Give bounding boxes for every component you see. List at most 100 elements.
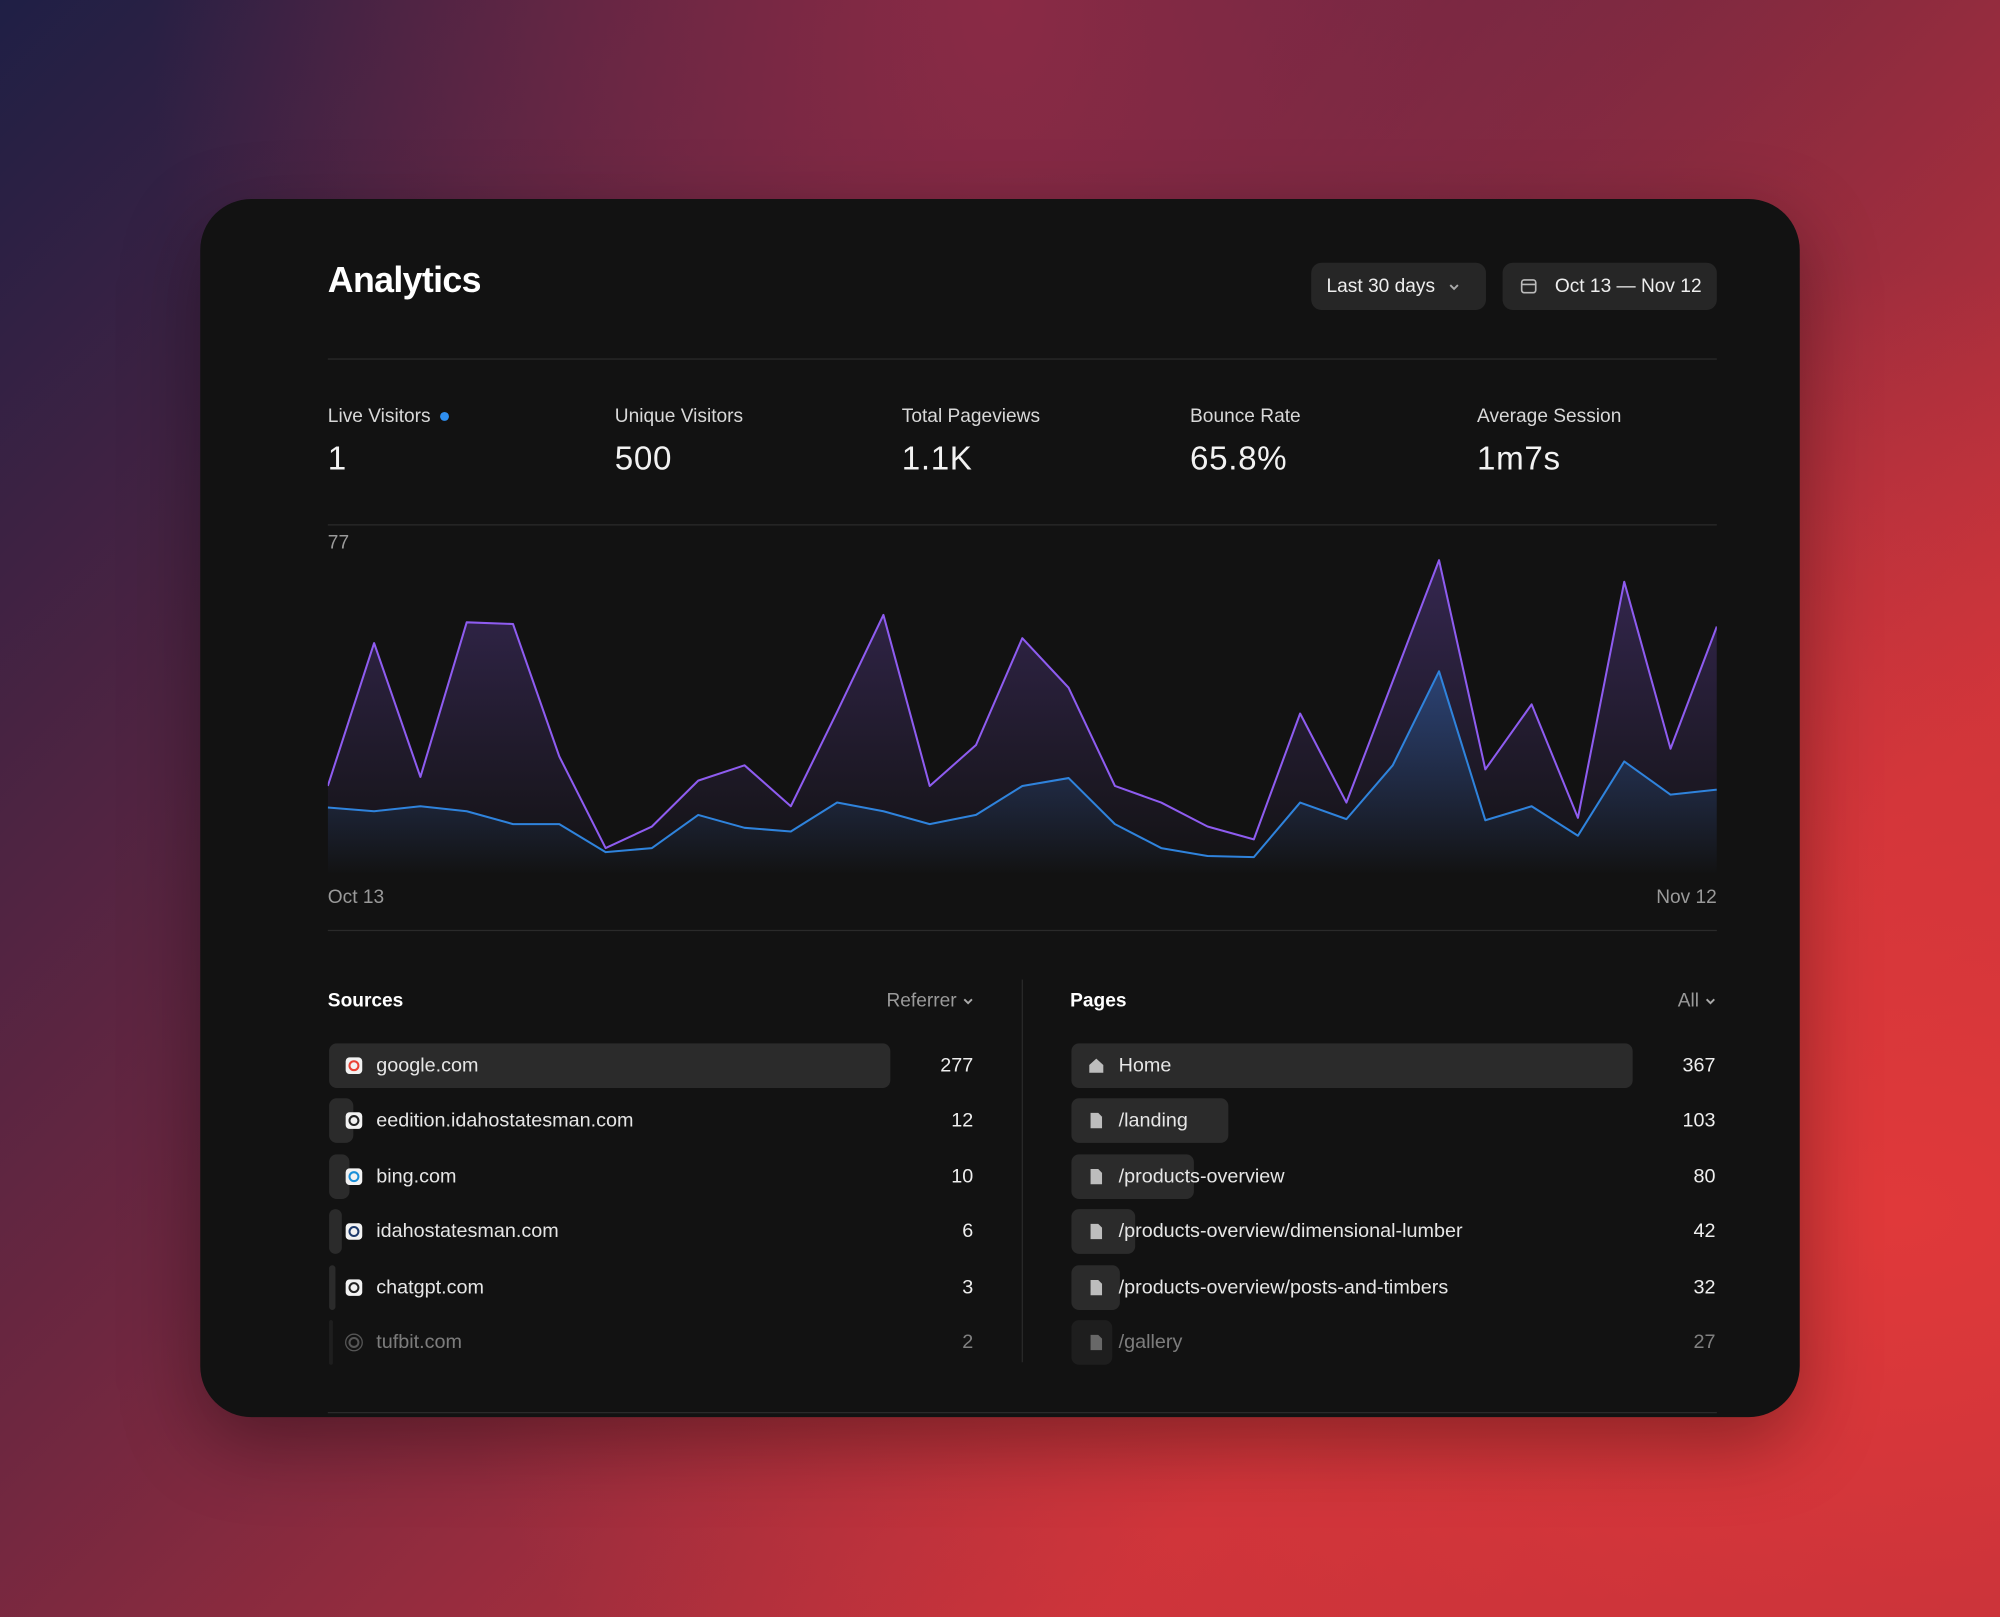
list-row[interactable]: tufbit.com 2 — [328, 1320, 973, 1375]
row-count: 42 — [1693, 1220, 1716, 1243]
range-select[interactable]: Last 30 days — [1311, 262, 1486, 310]
row-count: 32 — [1693, 1276, 1716, 1298]
list-row[interactable]: Home 367 — [1070, 1043, 1716, 1098]
row-icon — [1090, 1113, 1103, 1129]
divider — [327, 1411, 1717, 1414]
stat-label-text: Live Visitors — [327, 405, 431, 428]
chevron — [1705, 998, 1715, 1004]
pages-list: Home 367/landing 103/products-overview 80/p… — [1070, 1043, 1716, 1375]
row-name: eedition.idahostatesman.com — [376, 1110, 634, 1132]
icon-detail — [348, 1226, 360, 1238]
list-row[interactable]: eedition.idahostatesman.com 12 — [328, 1098, 974, 1154]
row-icon — [345, 1333, 363, 1352]
icon-detail — [348, 1336, 360, 1348]
stat-label-text: Total Pageviews — [901, 405, 1041, 428]
row-count: 367 — [1682, 1054, 1716, 1077]
icon-shape — [1089, 1058, 1104, 1073]
row-name: /landing — [1118, 1110, 1188, 1132]
stat-label-text: Bounce Rate — [1190, 405, 1301, 428]
row-name: bing.com — [376, 1165, 457, 1188]
stat-value: 1m7s — [1477, 438, 1561, 478]
sources-title: Sources — [327, 989, 404, 1012]
stat-value: 500 — [614, 438, 673, 478]
row-name: /products-overview/posts-and-timbers — [1118, 1276, 1449, 1298]
icon-shape — [345, 1168, 363, 1185]
stat-value: 65.8% — [1190, 438, 1288, 478]
row-count: 277 — [940, 1054, 974, 1077]
stat: Bounce Rate 65.8% — [1190, 406, 1301, 479]
list-row[interactable]: /products-overview/dimensional-lumber 42 — [1070, 1209, 1716, 1264]
area-fill — [327, 671, 1717, 875]
date-picker[interactable]: Oct 13 — Nov 12 — [1502, 262, 1717, 310]
date-range: Oct 13 — Nov 12 — [1554, 275, 1702, 298]
divider — [327, 524, 1717, 526]
icon-shape — [1090, 1279, 1103, 1295]
list-row[interactable]: google.com 277 — [328, 1043, 973, 1098]
stat-label-text: Average Session — [1477, 405, 1622, 428]
count-bar — [329, 1043, 891, 1089]
row-icon — [345, 1112, 363, 1130]
stat-label: Bounce Rate — [1190, 406, 1301, 428]
y-tick-label: 77 — [328, 532, 349, 553]
row-count: 27 — [1693, 1331, 1716, 1354]
range-label: Last 30 days — [1326, 275, 1436, 298]
row-icon — [345, 1168, 363, 1185]
row-icon — [1089, 1058, 1104, 1073]
row-name: chatgpt.com — [376, 1276, 484, 1298]
chart: 77 Oct 13 Nov 12 — [327, 532, 1717, 908]
count-bar — [329, 1154, 350, 1199]
sources-filter[interactable]: Referrer — [886, 989, 974, 1012]
list-row[interactable]: idahostatesman.com 6 — [328, 1209, 973, 1264]
stat: Unique Visitors 500 — [615, 406, 743, 479]
row-name: google.com — [376, 1054, 479, 1077]
live-dot — [439, 411, 449, 421]
stat-value: 1 — [327, 438, 347, 478]
stat-label: Average Session — [1477, 406, 1621, 428]
row-icon — [1090, 1334, 1103, 1351]
row-name: /products-overview — [1118, 1165, 1285, 1188]
row-icon — [1090, 1279, 1103, 1295]
stat-label-text: Unique Visitors — [614, 405, 744, 428]
list-row[interactable]: /products-overview 80 — [1070, 1154, 1716, 1209]
icon-shape — [1090, 1224, 1103, 1240]
stat: Live Visitors 1 — [328, 406, 449, 479]
pages-filter[interactable]: All — [1678, 990, 1717, 1011]
row-icon — [345, 1223, 363, 1241]
stat: Average Session 1m7s — [1477, 406, 1621, 479]
icon-shape — [345, 1223, 363, 1241]
line — [327, 559, 1717, 850]
stat-label: Live Visitors — [327, 405, 449, 428]
icon-detail — [348, 1115, 360, 1127]
list-row[interactable]: /gallery 27 — [1070, 1320, 1716, 1375]
icon-shape — [1090, 1113, 1103, 1129]
filter-label: Referrer — [886, 989, 957, 1012]
row-icon — [1090, 1224, 1103, 1240]
row-name: tufbit.com — [376, 1331, 462, 1354]
count-bar — [1071, 1043, 1633, 1089]
count-bar — [1071, 1209, 1136, 1255]
icon-shape — [345, 1278, 363, 1296]
x-tick-label: Oct 13 — [328, 887, 384, 908]
list-row[interactable]: chatgpt.com 3 — [328, 1264, 973, 1320]
divider — [327, 929, 1717, 932]
row-icon — [345, 1057, 363, 1074]
list-row[interactable]: bing.com 10 — [328, 1154, 973, 1209]
panel-divider — [1021, 979, 1023, 1363]
chevron — [963, 998, 973, 1004]
stat-label: Unique Visitors — [615, 406, 743, 428]
divider — [327, 358, 1717, 360]
row-count: 12 — [951, 1110, 974, 1132]
count-bar — [329, 1209, 342, 1255]
count-bar — [329, 1264, 336, 1310]
row-name: Home — [1118, 1054, 1172, 1077]
icon-shape — [1090, 1334, 1103, 1351]
icon-shape — [345, 1112, 363, 1130]
title: Analytics — [327, 260, 482, 300]
row-count: 80 — [1693, 1165, 1716, 1188]
list-row[interactable]: /landing 103 — [1070, 1098, 1716, 1154]
list-row[interactable]: /products-overview/posts-and-timbers 32 — [1070, 1264, 1716, 1320]
line — [327, 670, 1717, 859]
chevron — [1449, 283, 1459, 290]
